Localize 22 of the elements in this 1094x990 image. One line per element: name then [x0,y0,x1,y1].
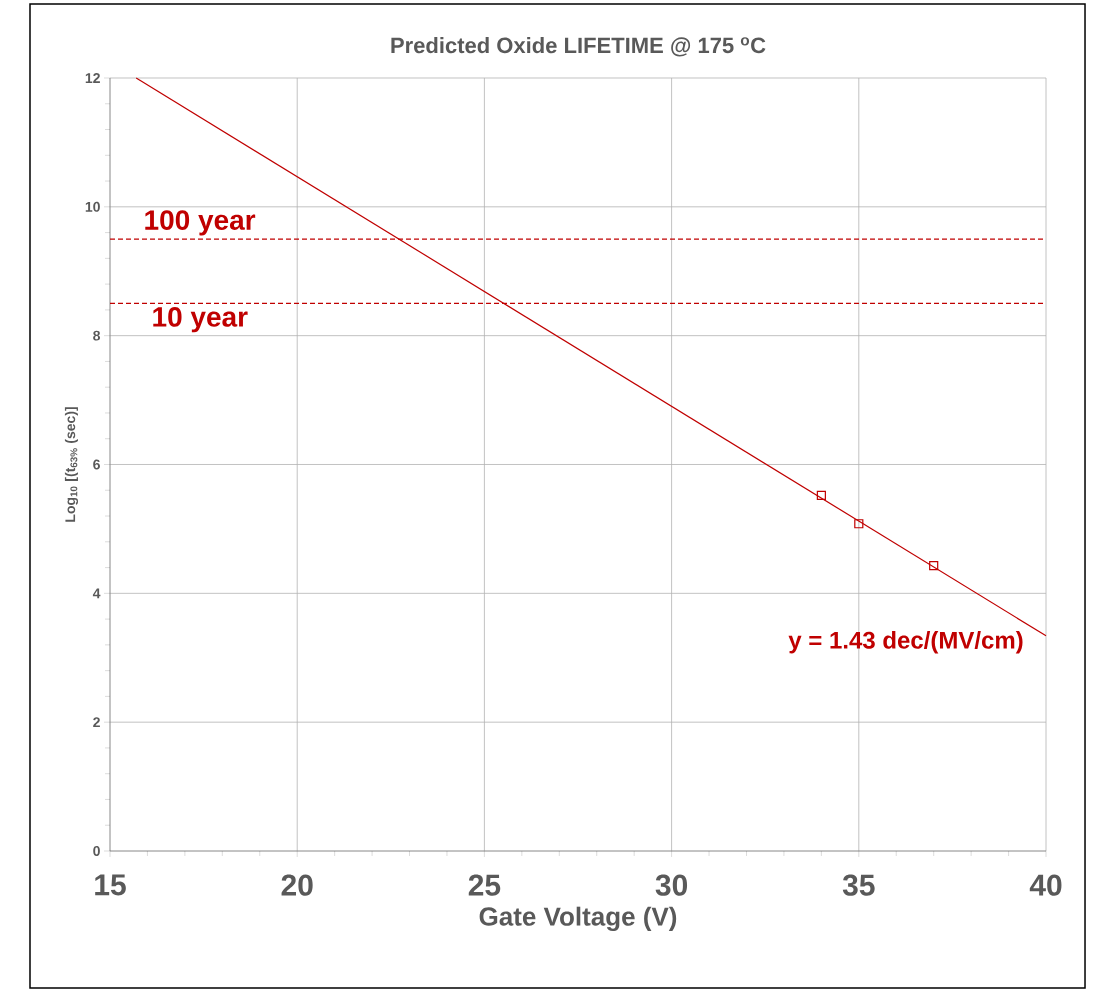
x-tick-label: 30 [655,874,688,896]
y-tick-label: 10 [85,201,100,212]
x-tick-label: 25 [468,874,501,896]
point [929,561,939,571]
chart-title: Predicted Oxide LIFETIME @ 175 $^{o}$C [391,37,766,57]
ref-line-label: 10 year [153,306,248,333]
y-tick-label: 2 [93,717,100,728]
ref-line-label: 100 year [145,210,256,236]
x-tick-label: 40 [1029,874,1062,896]
x-tick-label: 20 [281,874,313,896]
x-axis-title: Gate Voltage (V) [479,906,677,932]
y-tick-label: 12 [85,73,100,83]
y-axis-title: Log$_{10}$ [(t$_{63%}$ (sec)] [64,407,79,522]
x-tick-label: 15 [95,874,126,896]
annotation: y = 1.43 dec/(MV/cm) [788,631,1023,654]
x-tick-label: 35 [842,874,875,896]
point [816,490,826,501]
y-tick-label: 8 [93,330,101,341]
y-tick-label: 4 [92,588,101,599]
point [854,519,864,529]
y-tick-label: 6 [93,459,100,470]
y-tick-label: 0 [93,846,100,856]
